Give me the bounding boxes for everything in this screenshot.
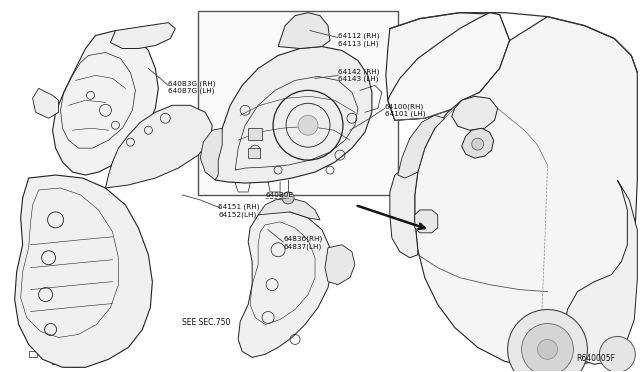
Polygon shape (33, 89, 59, 118)
Polygon shape (278, 13, 330, 48)
Circle shape (298, 115, 318, 135)
Polygon shape (415, 17, 637, 367)
Polygon shape (106, 105, 212, 188)
Text: 64151 (RH)
64152(LH): 64151 (RH) 64152(LH) (218, 204, 260, 218)
Bar (198, 11, 398, 195)
Bar (76, 314, 113, 330)
Bar (52, 358, 60, 364)
Polygon shape (398, 115, 445, 178)
Circle shape (282, 192, 294, 204)
Bar (104, 158, 113, 166)
Bar (72, 361, 79, 367)
Text: 64836(RH)
64837(LH): 64836(RH) 64837(LH) (283, 236, 323, 250)
Circle shape (600, 336, 636, 372)
Text: 640B3G (RH)
640B7G (LH): 640B3G (RH) 640B7G (LH) (168, 80, 216, 94)
Polygon shape (15, 175, 152, 367)
Polygon shape (258, 198, 320, 220)
Polygon shape (200, 128, 222, 180)
Polygon shape (325, 245, 355, 285)
Polygon shape (111, 23, 175, 48)
Circle shape (472, 138, 484, 150)
Polygon shape (564, 180, 637, 364)
Text: R640005F: R640005F (577, 355, 616, 363)
Text: 64100(RH)
64101 (LH): 64100(RH) 64101 (LH) (385, 103, 426, 117)
Bar (86, 230, 125, 248)
Polygon shape (415, 210, 438, 233)
Bar (90, 161, 100, 169)
Polygon shape (52, 31, 158, 175)
Polygon shape (386, 13, 509, 120)
Polygon shape (390, 168, 418, 258)
Polygon shape (461, 128, 493, 158)
Bar (248, 148, 260, 158)
Polygon shape (238, 210, 332, 357)
Polygon shape (215, 46, 372, 183)
Bar (77, 156, 88, 164)
Circle shape (508, 310, 588, 372)
Polygon shape (452, 96, 498, 130)
Polygon shape (388, 13, 509, 120)
Bar (248, 128, 262, 140)
Bar (81, 275, 125, 295)
Bar (29, 352, 36, 357)
Circle shape (522, 324, 573, 372)
Text: SEE SEC.750: SEE SEC.750 (182, 318, 230, 327)
Text: 640B0E: 640B0E (265, 192, 293, 198)
Text: 64142 (RH)
64143 (LH): 64142 (RH) 64143 (LH) (338, 68, 380, 83)
Text: 64112 (RH)
64113 (LH): 64112 (RH) 64113 (LH) (338, 33, 380, 46)
Circle shape (538, 339, 557, 359)
